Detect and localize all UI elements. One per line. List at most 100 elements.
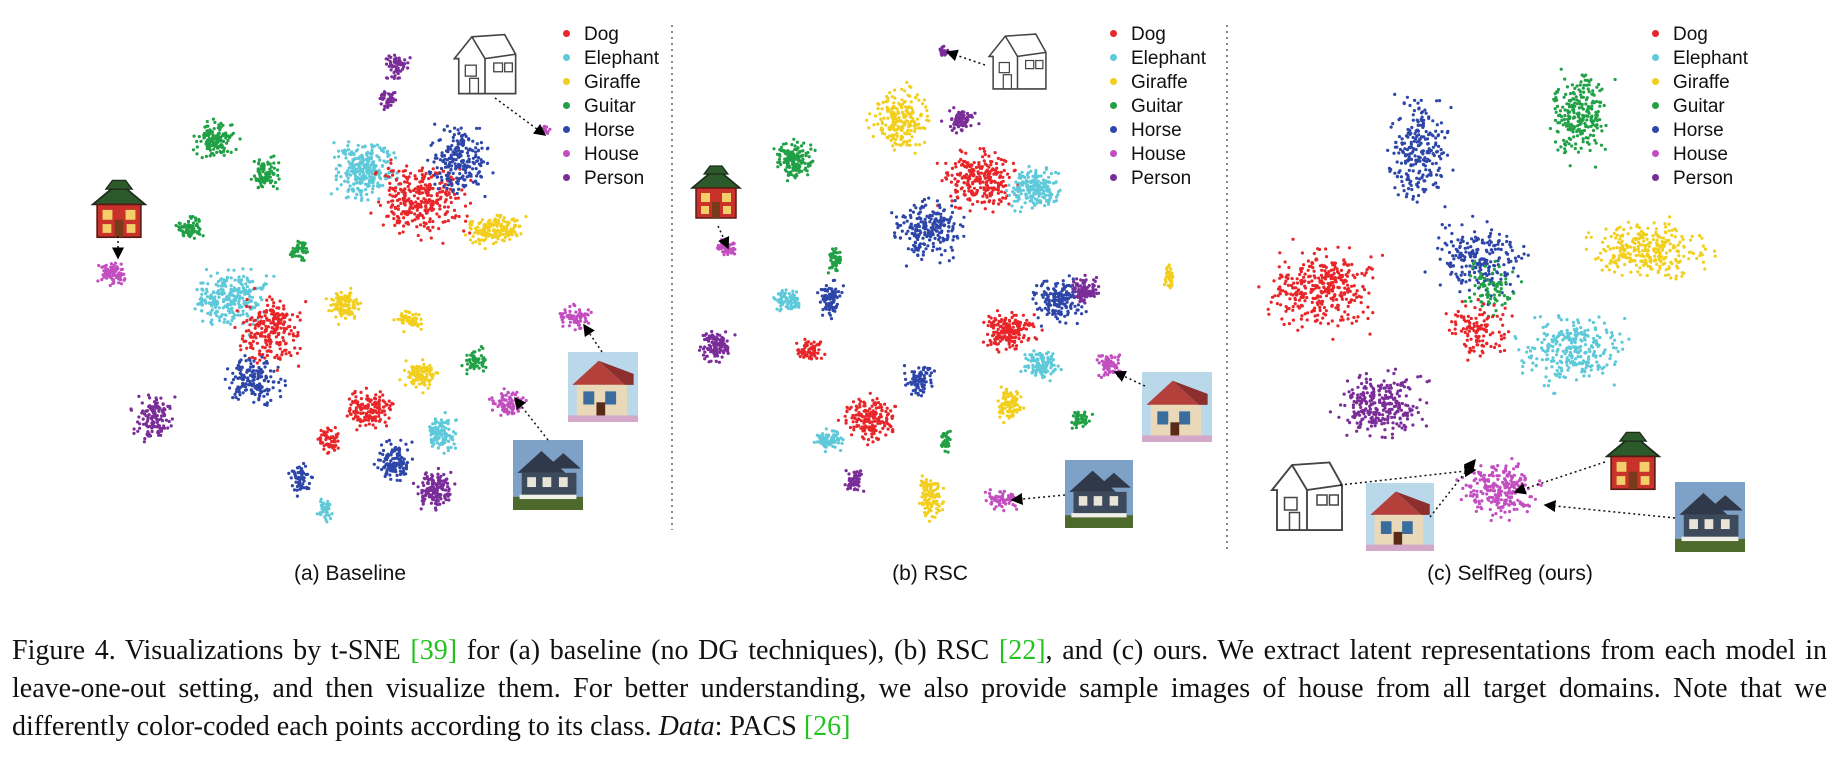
caption-text-2: for (a) baseline (no DG techniques), (b)… bbox=[457, 635, 999, 666]
pointer-arrow bbox=[514, 396, 549, 441]
legend-item-person: Person bbox=[1652, 167, 1748, 191]
cluster-giraffe bbox=[996, 385, 1026, 425]
legend-label: Dog bbox=[1673, 24, 1708, 45]
pointer-arrow bbox=[1429, 458, 1476, 518]
pointer-arrow bbox=[1010, 493, 1066, 505]
legend-dot-icon bbox=[1652, 54, 1659, 62]
cluster-elephant bbox=[1513, 314, 1631, 395]
legend-dot-icon bbox=[1110, 54, 1117, 62]
cluster-house bbox=[96, 261, 127, 288]
legend-label: Person bbox=[584, 168, 645, 189]
legend-dot-icon bbox=[563, 174, 570, 182]
legend-item-giraffe: Giraffe bbox=[563, 71, 659, 95]
cluster-dog bbox=[345, 386, 395, 432]
cluster-house bbox=[558, 302, 593, 332]
legend-dot-icon bbox=[563, 150, 570, 158]
cluster-house bbox=[487, 387, 528, 417]
cluster-elephant bbox=[329, 140, 400, 202]
pointer-arrow bbox=[1543, 500, 1676, 519]
panel-caption-a: (a) Baseline bbox=[293, 562, 407, 585]
cluster-guitar bbox=[174, 215, 205, 240]
cluster-horse bbox=[902, 364, 937, 398]
caption-data-label: Data bbox=[658, 711, 715, 742]
house-samples bbox=[91, 33, 1745, 552]
pointer-arrow bbox=[583, 323, 603, 353]
legend-label: Giraffe bbox=[1131, 72, 1188, 93]
legend-label: Guitar bbox=[1131, 96, 1183, 117]
cluster-guitar bbox=[939, 429, 952, 454]
legend-item-dog: Dog bbox=[1652, 23, 1748, 47]
legend-label: Horse bbox=[584, 120, 635, 141]
legend-label: Elephant bbox=[584, 48, 660, 69]
cluster-house bbox=[983, 488, 1019, 513]
cluster-guitar bbox=[288, 239, 309, 262]
legend-item-house: House bbox=[1652, 143, 1748, 167]
cartoon-house-thumbnail bbox=[91, 179, 147, 239]
cluster-horse bbox=[1386, 92, 1455, 209]
cluster-house bbox=[1095, 353, 1122, 379]
legend-label: Dog bbox=[1131, 24, 1166, 45]
legend-item-dog: Dog bbox=[563, 23, 659, 47]
legend-label: Elephant bbox=[1673, 48, 1749, 69]
legend-dot-icon bbox=[1110, 30, 1117, 38]
citation-26[interactable]: [26] bbox=[803, 711, 851, 742]
cluster-horse bbox=[426, 122, 495, 199]
legend-item-horse: Horse bbox=[1110, 119, 1206, 143]
cluster-horse bbox=[816, 278, 846, 321]
legend-dot-icon bbox=[563, 54, 570, 62]
cluster-guitar bbox=[772, 137, 817, 183]
legend-c: Dog Elephant Giraffe Guitar Horse House Person bbox=[1652, 23, 1748, 191]
legend-label: House bbox=[1131, 144, 1186, 165]
cluster-dog bbox=[981, 309, 1044, 354]
legend-dot-icon bbox=[563, 78, 570, 86]
sketch-house-thumbnail bbox=[988, 33, 1047, 90]
tsne-plots bbox=[91, 25, 1745, 552]
cluster-elephant bbox=[1019, 349, 1063, 383]
cluster-guitar bbox=[460, 345, 488, 376]
legend-item-person: Person bbox=[1110, 167, 1206, 191]
legend-item-giraffe: Giraffe bbox=[1652, 71, 1748, 95]
legend-dot-icon bbox=[1652, 150, 1659, 158]
legend-dot-icon bbox=[1652, 30, 1659, 38]
legend-label: Giraffe bbox=[584, 72, 641, 93]
pointer-arrow bbox=[1339, 465, 1477, 486]
cluster-house bbox=[1455, 457, 1543, 523]
scatter-points bbox=[96, 44, 1717, 524]
legend-item-house: House bbox=[563, 143, 659, 167]
citation-22[interactable]: [22] bbox=[998, 635, 1046, 666]
cluster-dog bbox=[233, 286, 308, 372]
cluster-guitar bbox=[826, 247, 843, 275]
legend-item-elephant: Elephant bbox=[563, 47, 659, 71]
cluster-horse bbox=[287, 461, 314, 498]
legend-label: Person bbox=[1673, 168, 1734, 189]
citation-39[interactable]: [39] bbox=[410, 635, 458, 666]
art-house-thumbnail bbox=[1366, 483, 1434, 551]
cluster-giraffe bbox=[463, 213, 528, 251]
legend-item-guitar: Guitar bbox=[1110, 95, 1206, 119]
cluster-person bbox=[938, 44, 950, 57]
legend-b: Dog Elephant Giraffe Guitar Horse House Person bbox=[1110, 23, 1206, 191]
art-house-thumbnail bbox=[1142, 372, 1212, 442]
figure-caption: Figure 4. Visualizations by t-SNE [39] f… bbox=[12, 632, 1827, 746]
legend-dot-icon bbox=[1110, 78, 1117, 86]
legend-dot-icon bbox=[1110, 102, 1117, 110]
legend-dot-icon bbox=[1652, 78, 1659, 86]
cluster-elephant bbox=[428, 411, 458, 455]
cartoon-house-thumbnail bbox=[691, 165, 741, 219]
caption-text-3: , and (c) ours. We extract latent repres… bbox=[12, 635, 1827, 742]
cluster-elephant bbox=[812, 427, 845, 454]
cluster-person bbox=[1071, 273, 1101, 305]
legend-dot-icon bbox=[563, 30, 570, 38]
photo-house-thumbnail bbox=[1675, 482, 1745, 552]
caption-label: Figure 4. bbox=[12, 635, 116, 666]
cluster-dog bbox=[935, 147, 1020, 214]
legend-label: House bbox=[1673, 144, 1728, 165]
sketch-house-thumbnail bbox=[453, 33, 517, 95]
cluster-guitar bbox=[191, 117, 242, 160]
cluster-elephant bbox=[772, 288, 801, 313]
cluster-guitar bbox=[1070, 410, 1094, 430]
cluster-horse bbox=[1031, 274, 1088, 328]
caption-text-1: Visualizations by t-SNE bbox=[115, 635, 411, 666]
cluster-dog bbox=[316, 426, 340, 455]
cluster-guitar bbox=[1463, 259, 1524, 318]
